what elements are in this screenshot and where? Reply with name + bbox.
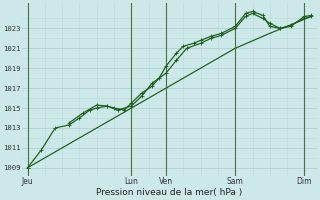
X-axis label: Pression niveau de la mer( hPa ): Pression niveau de la mer( hPa )	[96, 188, 243, 197]
